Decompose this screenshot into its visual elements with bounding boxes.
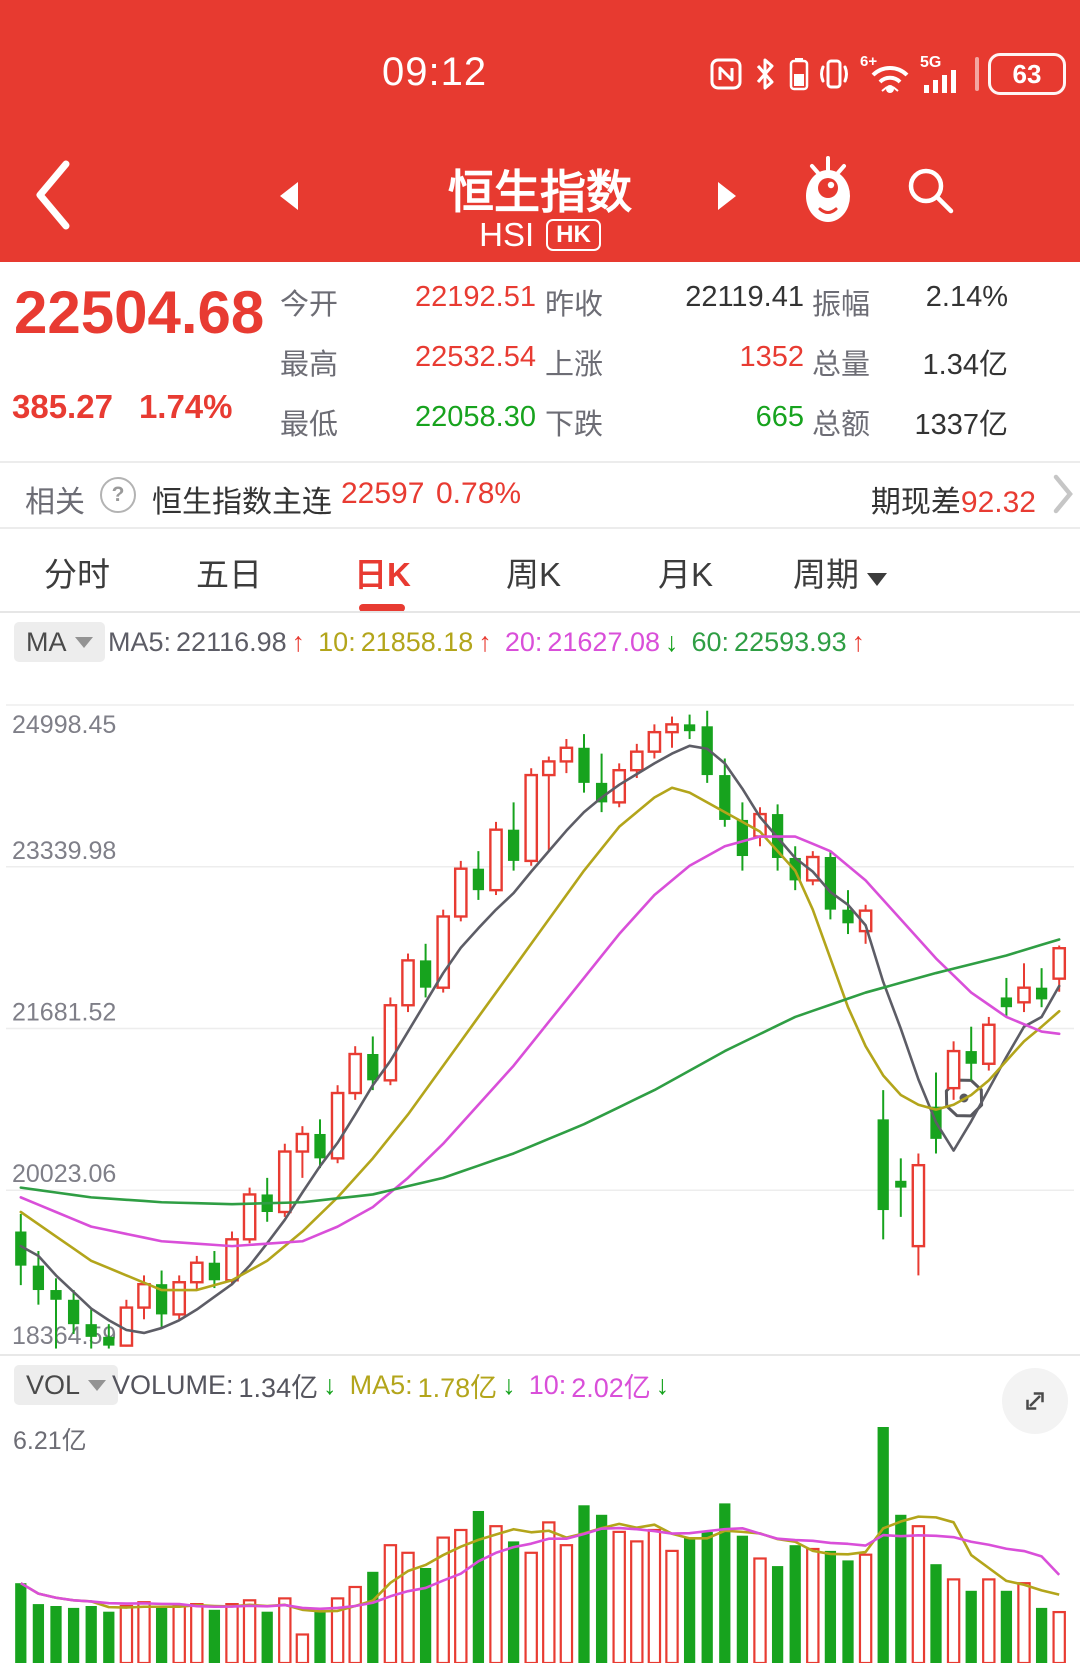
stat-label: 下跌 [545, 409, 604, 441]
down-arrow-icon: ↓ [323, 1369, 337, 1400]
mascot-icon[interactable] [796, 152, 860, 224]
signal-5g-label: 5G [920, 54, 941, 71]
svg-text:21681.52: 21681.52 [12, 999, 116, 1027]
divider [0, 1354, 1080, 1356]
stat-label: 今开 [280, 289, 339, 321]
status-icons: 6+ 5G 63 [709, 52, 1066, 96]
signal-5g-icon: 5G [920, 54, 956, 93]
tab-weekly-k[interactable]: 周K [506, 556, 562, 593]
down-arrow-icon: ↓ [655, 1369, 670, 1400]
fullscreen-expand-button[interactable] [1002, 1368, 1068, 1434]
vol-legend-item: VOLUME: 1.34亿 ↓ [112, 1369, 337, 1403]
stat-value: 1.34亿 [922, 349, 1008, 381]
divider [0, 527, 1080, 529]
up-arrow-icon: ↑ [851, 626, 866, 657]
price-change-row: 385.27 1.74% [12, 388, 259, 426]
price-change: 385.27 [12, 388, 113, 425]
stat-label: 上涨 [545, 349, 604, 381]
nfc-icon [710, 58, 742, 90]
expand-arrows-icon [1026, 1392, 1044, 1410]
dropdown-arrow-icon [88, 1379, 107, 1391]
stat-value: 2.14% [925, 281, 1008, 313]
stat-label: 最高 [280, 349, 339, 381]
page-title: 恒生指数 [448, 166, 632, 218]
down-arrow-icon: ↓ [665, 626, 679, 657]
related-change-percent: 0.78% [436, 477, 522, 510]
period-tab-bar: 分时 五日 日K 周K 月K 周期 [0, 528, 1080, 1118]
market-badge: HK [546, 219, 601, 251]
svg-text:20023.06: 20023.06 [12, 1160, 116, 1188]
stat-label: 总额 [812, 409, 871, 441]
vol-selector-button[interactable]: VOL [14, 1365, 119, 1405]
basis-value: 92.32 [960, 486, 1036, 519]
dropdown-arrow-icon [74, 636, 93, 648]
status-time: 09:12 [382, 50, 488, 94]
stat-value: 665 [755, 401, 804, 433]
stat-value: 22532.54 [415, 341, 536, 373]
active-tab-indicator [359, 604, 406, 612]
basis-label: 期现差 [870, 486, 961, 519]
battery-indicator: 63 [988, 53, 1066, 95]
volume-axis-label: 6.21亿 [13, 1427, 87, 1455]
stat-label: 昨收 [545, 289, 604, 321]
related-contract-row[interactable]: 相关 ? 恒生指数主连 22597 0.78% 期现差92.32 [0, 463, 1080, 527]
up-arrow-icon: ↑ [291, 626, 306, 657]
related-contract-name: 恒生指数主连 [152, 486, 332, 519]
volume-indicator-row: VOL VOLUME: 1.34亿 ↓ MA5: 1.78亿 ↓ 10: 2.02亿 ↓ [0, 1356, 1080, 1434]
volume-chart[interactable] [0, 1416, 1080, 1663]
ma-legend-item: 10: 21858.18 ↑ [318, 626, 492, 657]
bluetooth-icon [756, 58, 774, 90]
search-icon[interactable] [902, 162, 960, 220]
tab-period-dropdown[interactable]: 周期 [793, 548, 887, 596]
divider [0, 611, 1080, 613]
next-stock-arrow-icon[interactable] [718, 182, 736, 210]
back-button[interactable] [28, 156, 80, 234]
ma-legend-item: 60: 22593.93 ↑ [691, 626, 866, 657]
ma-legend-item: 20: 21627.08 ↓ [504, 626, 679, 657]
vibrate-icon [820, 59, 848, 89]
stock-symbol: HSI [479, 216, 535, 253]
up-arrow-icon: ↑ [478, 626, 492, 657]
down-arrow-icon: ↓ [502, 1369, 516, 1400]
divider [0, 461, 1080, 463]
tab-monthly-k[interactable]: 月K [658, 556, 714, 593]
vol-legend-item: 10: 2.02亿 ↓ [528, 1369, 670, 1403]
stat-value: 22192.51 [415, 281, 536, 313]
svg-text:18364.59: 18364.59 [12, 1322, 116, 1350]
stat-value: 22058.30 [415, 401, 536, 433]
ma-indicator-row: MA MA5: 22116.98 ↑ 10: 21858.18 ↑ 20: 21627.0… [0, 613, 1080, 673]
tab-minute[interactable]: 分时 [44, 556, 110, 593]
prev-stock-arrow-icon[interactable] [280, 182, 298, 210]
stat-label: 最低 [280, 409, 339, 441]
tab-daily-k[interactable]: 日K [354, 548, 411, 612]
vol-legend-item: MA5: 1.78亿 ↓ [349, 1369, 516, 1403]
svg-text:23339.98: 23339.98 [12, 837, 116, 865]
wifi-icon: 6+ [860, 53, 909, 93]
vol-legend: VOLUME: 1.34亿 ↓ MA5: 1.78亿 ↓ 10: 2.02亿 ↓ [112, 1356, 669, 1414]
svg-text:24998.45: 24998.45 [12, 711, 116, 739]
last-price: 22504.68 [14, 279, 265, 346]
wifi-6plus-label: 6+ [860, 53, 877, 70]
app-header: 09:12 6+ [0, 0, 1080, 262]
stat-value: 22119.41 [685, 281, 804, 313]
chevron-right-icon[interactable] [1050, 471, 1076, 517]
ma-selector-button[interactable]: MA [14, 622, 105, 662]
stat-label: 总量 [812, 349, 871, 381]
help-icon[interactable]: ? [100, 477, 136, 513]
stat-value: 1352 [739, 341, 804, 373]
earbud-battery-icon [789, 58, 809, 91]
status-separator [975, 57, 979, 91]
related-label: 相关 [25, 486, 85, 519]
stat-value: 1337亿 [914, 409, 1008, 441]
stat-label: 振幅 [812, 289, 871, 321]
ma-legend-item: MA5: 22116.98 ↑ [108, 626, 306, 657]
related-price: 22597 [341, 477, 425, 510]
price-change-percent: 1.74% [138, 388, 233, 425]
dropdown-arrow-icon [867, 573, 887, 586]
candlestick-chart[interactable]: 24998.45 23339.98 21681.52 20023.06 18364.59 [0, 673, 1080, 1356]
ma-legend: MA5: 22116.98 ↑ 10: 21858.18 ↑ 20: 21627.08 ↓ … [108, 613, 865, 671]
tab-five-day[interactable]: 五日 [196, 556, 262, 593]
